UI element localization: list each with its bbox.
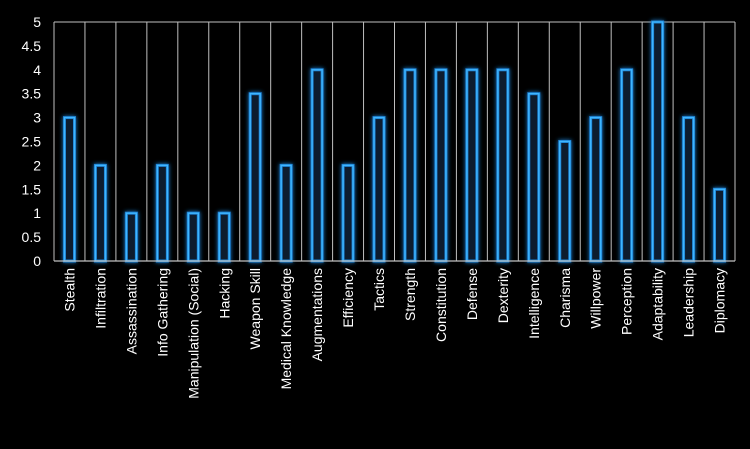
bar-glow — [651, 20, 665, 263]
category-label: Infiltration — [92, 268, 108, 329]
bar-glow — [496, 68, 510, 263]
y-tick-label: 2 — [33, 157, 41, 173]
bar-glow — [341, 163, 355, 263]
category-label: Assassination — [123, 268, 139, 354]
category-label: Diplomacy — [712, 268, 728, 333]
bar-glow — [713, 187, 727, 263]
y-tick-label: 3.5 — [22, 86, 42, 102]
y-tick-label: 2.5 — [22, 134, 42, 150]
y-tick-label: 4.5 — [22, 38, 42, 54]
category-label: Manipulation (Social) — [185, 268, 201, 399]
category-label: Defense — [464, 268, 480, 320]
category-label: Intelligence — [526, 268, 542, 339]
bar-glow — [620, 68, 634, 263]
category-label: Stealth — [61, 268, 77, 312]
bar-glow — [589, 116, 603, 263]
bar-glow — [465, 68, 479, 263]
y-tick-label: 4 — [33, 62, 41, 78]
bar-glow — [527, 92, 541, 263]
category-labels: Stealth Infiltration Assassination Info Gat… — [61, 268, 727, 399]
bar-glow — [186, 211, 200, 263]
y-tick-label: 1.5 — [22, 181, 42, 197]
bar-glow — [155, 163, 169, 263]
bar-glow — [682, 116, 696, 263]
bars — [62, 20, 727, 263]
bar-glow — [248, 92, 262, 263]
category-label: Weapon Skill — [247, 268, 263, 349]
category-label: Dexterity — [495, 268, 511, 323]
y-tick-label: 5 — [33, 14, 41, 30]
y-tick-label: 0 — [33, 253, 41, 269]
bar-glow — [372, 116, 386, 263]
y-tick-label: 0.5 — [22, 229, 42, 245]
category-label: Info Gathering — [154, 268, 170, 357]
category-label: Constitution — [433, 268, 449, 342]
bar-glow — [558, 140, 572, 263]
bar-glow — [217, 211, 231, 263]
category-label: Willpower — [588, 268, 604, 329]
category-label: Perception — [619, 268, 635, 335]
category-label: Leadership — [681, 268, 697, 337]
y-tick-labels: 0 0.5 1 1.5 2 2.5 3 3.5 4 4.5 5 — [22, 14, 42, 269]
bar-glow — [62, 116, 76, 263]
category-label: Medical Knowledge — [278, 268, 294, 390]
bar-glow — [124, 211, 138, 263]
category-label: Efficiency — [340, 268, 356, 328]
grid — [53, 21, 736, 261]
category-label: Augmentations — [309, 268, 325, 361]
y-tick-label: 1 — [33, 205, 41, 221]
category-label: Adaptability — [650, 268, 666, 340]
bar-glow — [93, 163, 107, 263]
category-label: Hacking — [216, 268, 232, 319]
category-label: Charisma — [557, 268, 573, 328]
bar-glow — [310, 68, 324, 263]
category-label: Strength — [402, 268, 418, 321]
bar-glow — [403, 68, 417, 263]
category-label: Tactics — [371, 268, 387, 311]
bar-glow — [279, 163, 293, 263]
bar-glow — [434, 68, 448, 263]
y-tick-label: 3 — [33, 110, 41, 126]
